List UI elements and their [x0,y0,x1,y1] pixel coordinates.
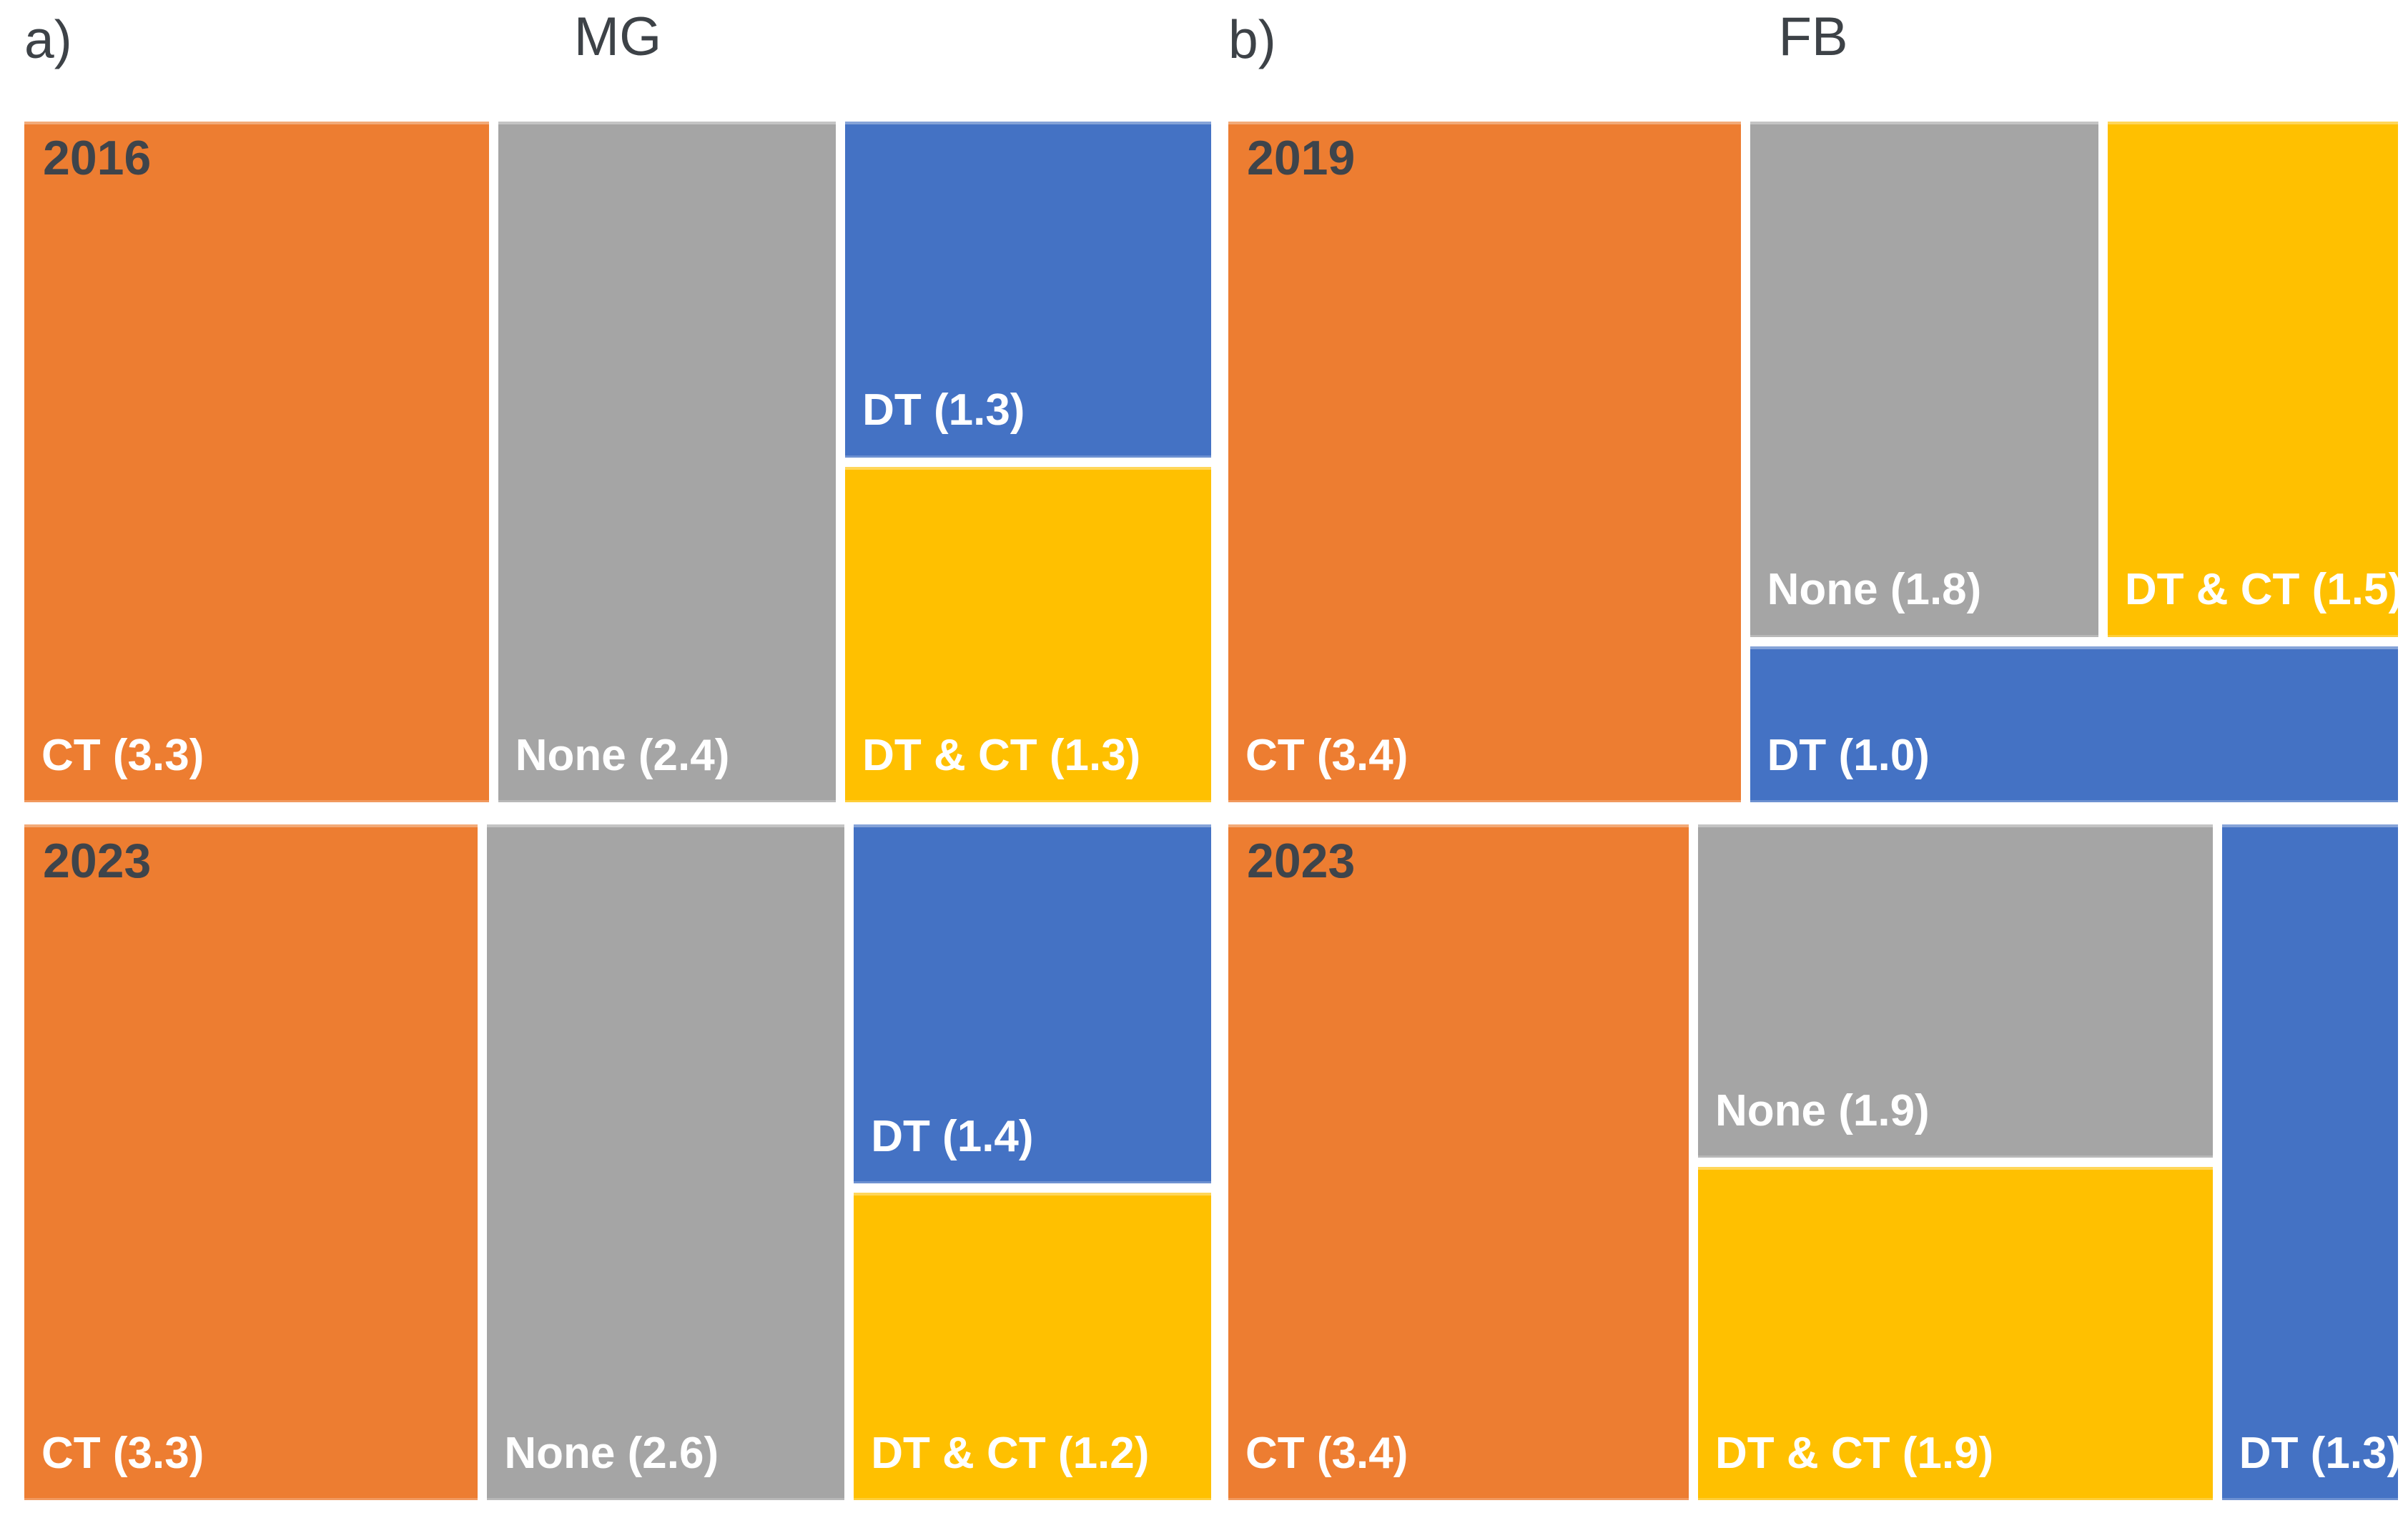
treemap-rect-dt-ct: DT & CT (1.5) [2107,122,2403,637]
treemap-rect-label-dt-ct: DT & CT (1.5) [2124,565,2404,615]
treemap-rect-dt: DT (1.3) [2221,824,2402,1500]
treemap-rect-ct: CT (3.3) [24,122,489,802]
treemap-rect-label-ct: CT (3.3) [41,1428,204,1478]
panel-b-title: FB [1778,6,1848,67]
treemap-rect-label-none: None (1.8) [1767,565,1982,615]
treemap-rect-dt: DT (1.4) [854,824,1211,1183]
treemap-rect-none: None (1.9) [1698,824,2213,1158]
treemap-rect-label-none: None (1.9) [1715,1085,1930,1135]
treemap-rect-label-dt-ct: DT & CT (1.2) [871,1428,1150,1478]
treemap-rect-none: None (1.8) [1750,122,2098,637]
panel-b-corner-label: b) [1228,9,1276,69]
treemap-rect-dt-ct: DT & CT (1.9) [1698,1167,2213,1500]
treemap-mg-2016: CT (3.3) None (2.4) DT (1.3) DT & CT (1.3) 2… [24,122,1211,802]
panel-a-corner-label: a) [24,9,72,69]
treemap-mg-2023: CT (3.3) None (2.6) DT (1.4) DT & CT (1.2) 2… [24,824,1211,1500]
treemap-year-label-b-2023: 2023 [1247,834,1356,888]
treemap-rect-label-dt: DT (1.3) [2239,1428,2402,1478]
treemap-rect-label-ct: CT (3.4) [1245,730,1408,780]
treemap-fb-2023: CT (3.4) None (1.9) DT & CT (1.9) DT (1.3) 2… [1228,824,2402,1500]
treemap-rect-none: None (2.4) [498,122,837,802]
treemap-rect-none: None (2.6) [487,824,845,1500]
treemap-rect-label-none: None (2.4) [515,730,730,780]
treemap-rect-dt: DT (1.0) [1750,646,2398,802]
treemap-year-label-a-2016: 2016 [43,131,152,185]
treemap-rect-dt-ct: DT & CT (1.3) [845,466,1211,802]
treemap-rect-label-dt: DT (1.4) [871,1111,1034,1161]
treemap-rect-label-ct: CT (3.4) [1245,1428,1408,1478]
panel-a-title: MG [573,6,662,67]
treemap-rect-ct: CT (3.4) [1228,122,1741,802]
treemap-rect-dt: DT (1.3) [845,122,1211,458]
treemap-rect-label-ct: CT (3.3) [41,730,204,780]
treemap-rect-ct: CT (3.3) [24,824,478,1500]
treemap-rect-label-none: None (2.6) [504,1428,719,1478]
treemap-rect-label-dt: DT (1.3) [862,385,1025,435]
treemap-rect-label-dt: DT (1.0) [1767,730,1930,780]
treemap-rect-ct: CT (3.4) [1228,824,1689,1500]
treemap-year-label-a-2023: 2023 [43,834,152,888]
treemap-fb-2019: CT (3.4) None (1.8) DT & CT (1.5) DT (1.0) 2… [1228,122,2403,802]
treemap-rect-dt-ct: DT & CT (1.2) [854,1192,1211,1500]
treemap-rect-label-dt-ct: DT & CT (1.9) [1715,1428,1994,1478]
treemap-year-label-b-2019: 2019 [1247,131,1356,185]
treemap-rect-label-dt-ct: DT & CT (1.3) [862,730,1141,780]
